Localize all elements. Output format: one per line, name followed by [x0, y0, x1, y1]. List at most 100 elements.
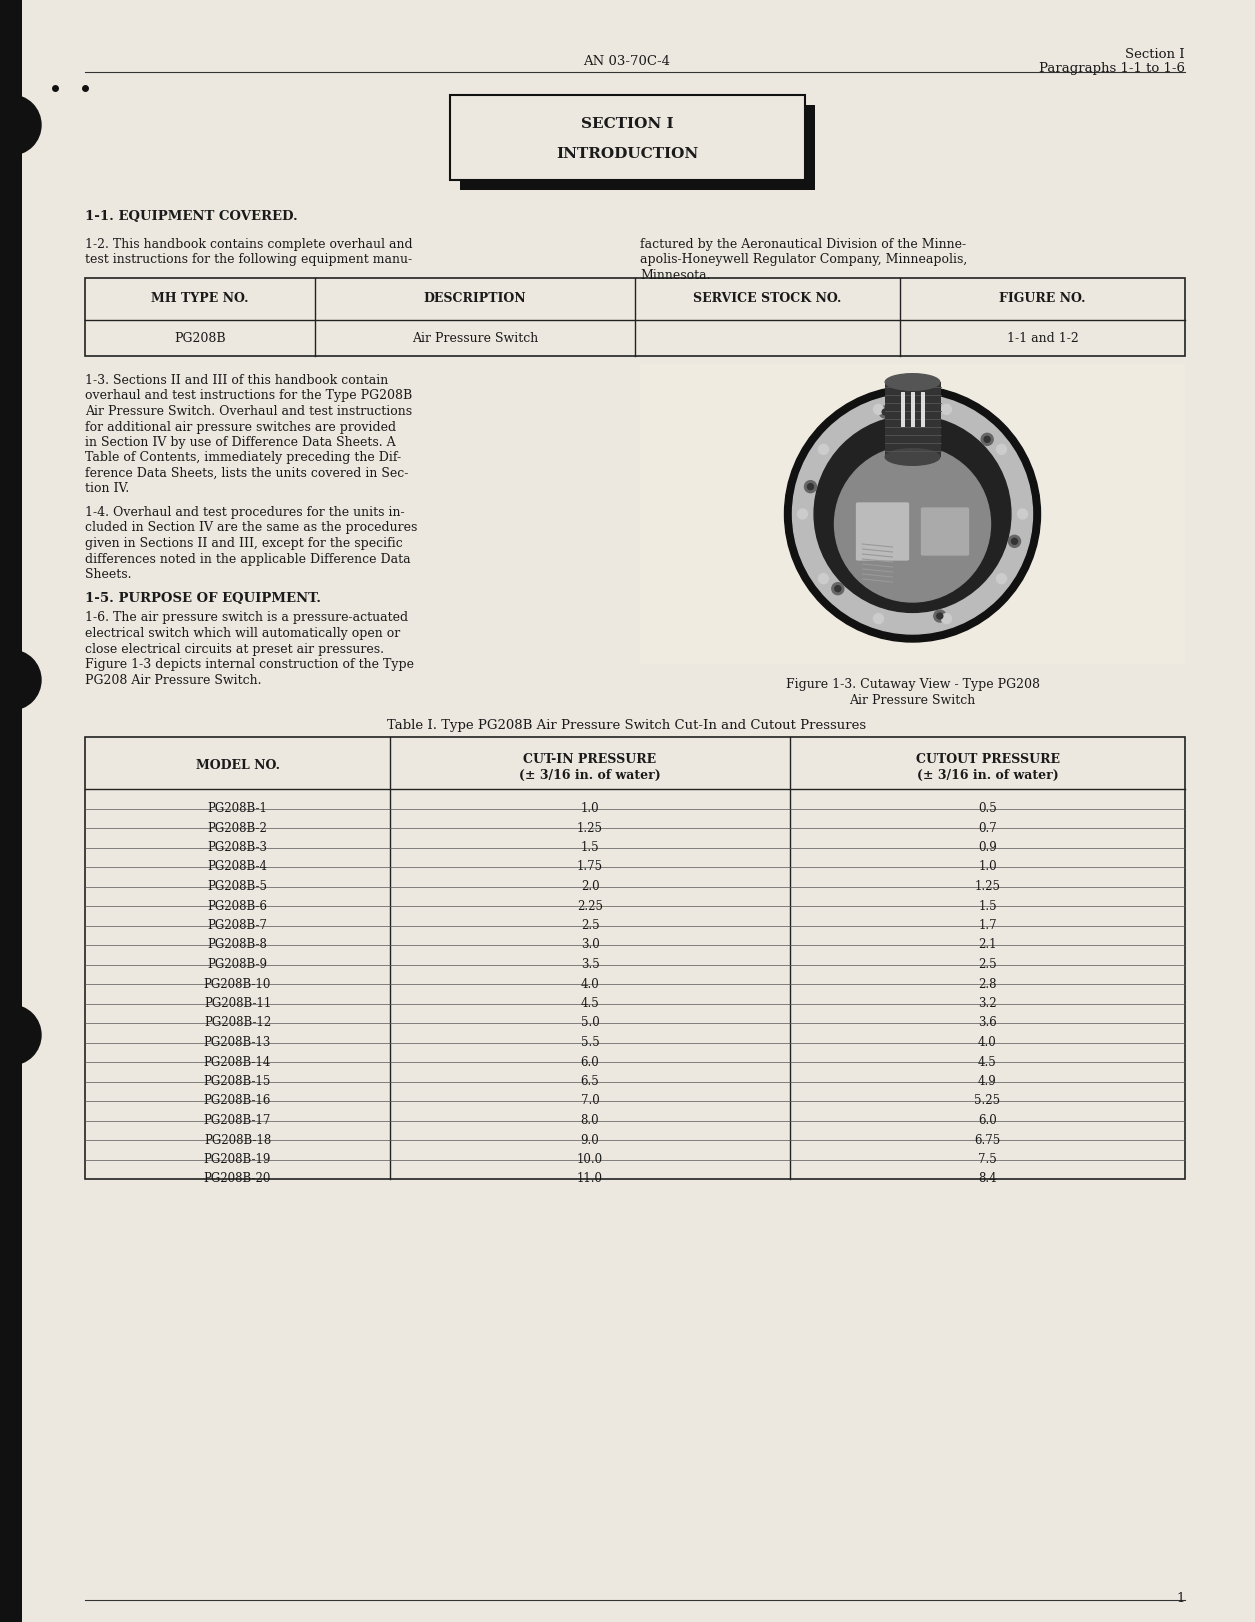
- Text: 5.25: 5.25: [974, 1095, 1000, 1108]
- Text: PG208B-2: PG208B-2: [207, 821, 267, 834]
- Circle shape: [1009, 535, 1020, 547]
- Circle shape: [981, 433, 993, 446]
- Text: PG208B-1: PG208B-1: [207, 801, 267, 814]
- Text: close electrical circuits at preset air pressures.: close electrical circuits at preset air …: [85, 642, 384, 655]
- Text: 2.5: 2.5: [978, 959, 996, 972]
- Circle shape: [818, 444, 828, 454]
- Text: PG208B-9: PG208B-9: [207, 959, 267, 972]
- Text: given in Sections II and III, except for the specific: given in Sections II and III, except for…: [85, 537, 403, 550]
- Circle shape: [934, 610, 946, 621]
- Text: (± 3/16 in. of water): (± 3/16 in. of water): [520, 769, 661, 782]
- Text: Minnesota.: Minnesota.: [640, 269, 710, 282]
- Text: PG208B-10: PG208B-10: [203, 978, 271, 991]
- Text: in Section IV by use of Difference Data Sheets. A: in Section IV by use of Difference Data …: [85, 436, 395, 449]
- Circle shape: [984, 436, 990, 443]
- Text: 9.0: 9.0: [581, 1134, 600, 1147]
- Text: tion IV.: tion IV.: [85, 482, 129, 495]
- Text: Figure 1-3 depicts internal construction of the Type: Figure 1-3 depicts internal construction…: [85, 659, 414, 672]
- Bar: [910, 393, 915, 427]
- Text: 11.0: 11.0: [577, 1173, 602, 1186]
- Text: for additional air pressure switches are provided: for additional air pressure switches are…: [85, 420, 397, 433]
- Text: 1-1 and 1-2: 1-1 and 1-2: [1007, 333, 1078, 345]
- Text: 5.5: 5.5: [581, 1036, 600, 1049]
- Text: Air Pressure Switch. Overhaul and test instructions: Air Pressure Switch. Overhaul and test i…: [85, 406, 412, 418]
- Bar: [885, 383, 940, 457]
- Bar: [85, 277, 1185, 355]
- Text: Sheets.: Sheets.: [85, 568, 132, 581]
- Text: 1.25: 1.25: [577, 821, 602, 834]
- Text: 1-1. EQUIPMENT COVERED.: 1-1. EQUIPMENT COVERED.: [85, 209, 297, 222]
- Text: 4.0: 4.0: [978, 1036, 996, 1049]
- Text: 1: 1: [1177, 1593, 1185, 1606]
- Text: 1.5: 1.5: [978, 900, 996, 913]
- Text: MH TYPE NO.: MH TYPE NO.: [152, 292, 248, 305]
- Ellipse shape: [885, 448, 940, 466]
- Text: CUTOUT PRESSURE: CUTOUT PRESSURE: [915, 753, 1059, 766]
- Text: 1.0: 1.0: [581, 801, 600, 814]
- Text: 1.25: 1.25: [974, 881, 1000, 894]
- Circle shape: [792, 394, 1033, 634]
- Bar: [461, 105, 814, 190]
- Text: CUT-IN PRESSURE: CUT-IN PRESSURE: [523, 753, 656, 766]
- Text: test instructions for the following equipment manu-: test instructions for the following equi…: [85, 253, 412, 266]
- Circle shape: [1012, 539, 1018, 545]
- Circle shape: [941, 404, 951, 414]
- Text: factured by the Aeronautical Division of the Minne-: factured by the Aeronautical Division of…: [640, 238, 966, 251]
- Text: 6.0: 6.0: [978, 1114, 996, 1127]
- Circle shape: [1018, 509, 1028, 519]
- Text: 3.2: 3.2: [978, 998, 996, 1011]
- Text: 10.0: 10.0: [577, 1153, 604, 1166]
- Text: PG208B-4: PG208B-4: [207, 861, 267, 874]
- Circle shape: [804, 480, 817, 493]
- Text: PG208B-3: PG208B-3: [207, 840, 267, 855]
- Text: 1-5. PURPOSE OF EQUIPMENT.: 1-5. PURPOSE OF EQUIPMENT.: [85, 592, 321, 605]
- Text: FIGURE NO.: FIGURE NO.: [999, 292, 1086, 305]
- Circle shape: [835, 586, 841, 592]
- Text: DESCRIPTION: DESCRIPTION: [424, 292, 526, 305]
- Text: Air Pressure Switch: Air Pressure Switch: [850, 694, 975, 707]
- Text: 0.7: 0.7: [978, 821, 996, 834]
- Text: PG208B-20: PG208B-20: [203, 1173, 271, 1186]
- Text: SERVICE STOCK NO.: SERVICE STOCK NO.: [693, 292, 842, 305]
- Circle shape: [882, 409, 889, 415]
- Text: Section I: Section I: [1126, 49, 1185, 62]
- Circle shape: [996, 444, 1007, 454]
- Text: 1.0: 1.0: [978, 861, 996, 874]
- Text: 2.0: 2.0: [581, 881, 600, 894]
- Text: Air Pressure Switch: Air Pressure Switch: [412, 333, 538, 345]
- Text: 8.0: 8.0: [581, 1114, 600, 1127]
- Text: 1-3. Sections II and III of this handbook contain: 1-3. Sections II and III of this handboo…: [85, 375, 388, 388]
- Text: PG208B-7: PG208B-7: [207, 920, 267, 933]
- Text: PG208B-13: PG208B-13: [203, 1036, 271, 1049]
- Text: PG208 Air Pressure Switch.: PG208 Air Pressure Switch.: [85, 673, 261, 686]
- Circle shape: [818, 574, 828, 584]
- Text: 1.5: 1.5: [581, 840, 600, 855]
- Text: differences noted in the applicable Difference Data: differences noted in the applicable Diff…: [85, 553, 410, 566]
- Text: overhaul and test instructions for the Type PG208B: overhaul and test instructions for the T…: [85, 389, 412, 402]
- Text: SECTION I: SECTION I: [581, 117, 674, 131]
- Bar: [0, 0, 23, 1622]
- Text: 7.0: 7.0: [581, 1095, 600, 1108]
- Text: PG208B-12: PG208B-12: [203, 1017, 271, 1030]
- Text: INTRODUCTION: INTRODUCTION: [556, 148, 699, 161]
- Bar: [85, 736, 1185, 1179]
- Circle shape: [807, 483, 813, 490]
- Circle shape: [996, 574, 1007, 584]
- Text: apolis-Honeywell Regulator Company, Minneapolis,: apolis-Honeywell Regulator Company, Minn…: [640, 253, 968, 266]
- Text: Paragraphs 1-1 to 1-6: Paragraphs 1-1 to 1-6: [1039, 62, 1185, 75]
- Circle shape: [873, 613, 884, 623]
- Text: 1.75: 1.75: [577, 861, 604, 874]
- Circle shape: [936, 613, 943, 620]
- Text: PG208B-8: PG208B-8: [207, 939, 267, 952]
- Text: 4.5: 4.5: [581, 998, 600, 1011]
- Text: ference Data Sheets, lists the units covered in Sec-: ference Data Sheets, lists the units cov…: [85, 467, 408, 480]
- Circle shape: [0, 650, 41, 710]
- Text: 0.5: 0.5: [978, 801, 996, 814]
- FancyBboxPatch shape: [920, 508, 970, 556]
- Circle shape: [941, 613, 951, 623]
- Circle shape: [0, 96, 41, 156]
- Circle shape: [835, 446, 990, 602]
- Text: electrical switch which will automatically open or: electrical switch which will automatical…: [85, 628, 400, 641]
- Text: 0.9: 0.9: [978, 840, 996, 855]
- Text: 8.4: 8.4: [978, 1173, 996, 1186]
